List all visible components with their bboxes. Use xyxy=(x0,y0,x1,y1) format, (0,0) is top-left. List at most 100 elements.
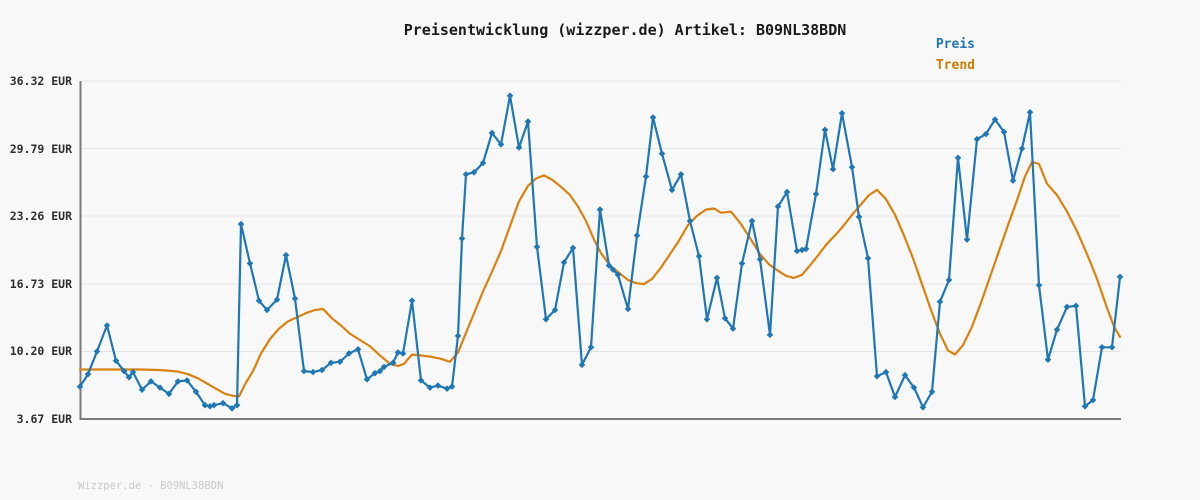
price-point-marker xyxy=(417,377,425,384)
price-point-marker xyxy=(1018,145,1026,152)
price-point-marker xyxy=(255,297,263,304)
price-point-marker xyxy=(354,346,362,353)
price-point-marker xyxy=(578,361,586,369)
price-point-marker xyxy=(954,154,962,162)
price-point-marker xyxy=(713,274,721,282)
price-point-marker xyxy=(1098,343,1106,351)
price-point-marker xyxy=(802,245,810,253)
price-point-marker xyxy=(766,331,774,339)
price-point-marker xyxy=(829,165,837,173)
y-axis-tick-label: 23.26 EUR xyxy=(9,209,72,224)
price-point-marker xyxy=(120,367,128,375)
price-point-marker xyxy=(479,159,487,167)
price-point-marker xyxy=(838,109,846,117)
price-point-marker xyxy=(1081,402,1089,410)
price-point-marker xyxy=(848,163,856,171)
price-point-marker xyxy=(891,393,899,401)
price-point-marker xyxy=(129,368,137,376)
price-point-marker xyxy=(291,295,299,302)
price-point-marker xyxy=(448,383,456,390)
chart-title: Preisentwicklung (wizzper.de) Artikel: B… xyxy=(403,21,847,39)
price-point-marker xyxy=(219,399,227,407)
price-point-marker xyxy=(318,366,326,374)
price-point-marker xyxy=(721,314,729,322)
price-point-marker xyxy=(371,369,379,377)
footer-credit: Wizzper.de - B09NL38BDN xyxy=(78,480,224,492)
price-point-marker xyxy=(973,135,981,143)
price-point-marker xyxy=(273,296,281,303)
price-point-marker xyxy=(945,276,953,284)
price-point-marker xyxy=(1116,273,1124,281)
price-point-marker xyxy=(84,370,92,378)
price-point-marker xyxy=(686,217,694,225)
price-point-marker xyxy=(991,116,999,123)
price-point-marker xyxy=(524,118,532,125)
price-point-marker xyxy=(774,203,782,210)
price-point-marker xyxy=(1026,108,1034,116)
price-point-marker xyxy=(542,316,550,323)
price-point-marker xyxy=(614,271,622,279)
price-point-marker xyxy=(399,350,407,357)
price-point-marker xyxy=(515,144,523,151)
price-point-marker xyxy=(658,150,666,157)
price-point-marker xyxy=(910,384,918,391)
price-point-marker xyxy=(263,306,271,314)
price-point-marker xyxy=(982,130,990,138)
legend-item-trend: Trend xyxy=(935,58,975,73)
price-point-marker xyxy=(783,188,791,196)
price-point-marker xyxy=(551,306,559,314)
price-point-marker xyxy=(793,247,801,255)
price-point-marker xyxy=(394,349,402,356)
price-point-marker xyxy=(748,217,756,225)
price-point-marker xyxy=(488,129,496,137)
price-point-marker xyxy=(309,368,317,376)
price-point-marker xyxy=(376,367,384,375)
price-point-marker xyxy=(882,368,890,376)
price-point-marker xyxy=(112,357,120,365)
price-point-marker xyxy=(609,266,617,273)
price-point-marker xyxy=(506,92,514,100)
price-point-marker xyxy=(821,126,829,134)
price-point-marker xyxy=(192,388,200,396)
y-axis-tick-label: 3.67 EUR xyxy=(16,412,72,426)
price-point-marker xyxy=(695,252,703,260)
price-point-marker xyxy=(812,190,820,198)
price-point-marker xyxy=(855,213,863,221)
price-point-marker xyxy=(642,173,650,180)
price-point-marker xyxy=(1035,281,1043,289)
y-axis-tick-label: 16.73 EUR xyxy=(9,276,72,291)
price-point-marker xyxy=(125,373,133,381)
price-point-marker xyxy=(201,401,209,409)
price-point-marker xyxy=(246,260,254,267)
price-point-marker xyxy=(560,259,568,266)
price-point-marker xyxy=(183,377,191,384)
price-point-marker xyxy=(426,384,434,391)
price-point-marker xyxy=(462,171,470,178)
price-point-marker xyxy=(1044,356,1052,363)
price-point-marker xyxy=(282,251,290,259)
price-point-marker xyxy=(210,401,218,409)
price-point-marker xyxy=(864,254,872,262)
price-line xyxy=(78,94,1122,410)
price-point-marker xyxy=(434,382,442,389)
price-point-marker xyxy=(738,260,746,267)
price-point-marker xyxy=(237,220,245,228)
price-point-marker xyxy=(936,298,944,306)
price-point-marker xyxy=(156,384,164,391)
price-point-marker xyxy=(587,343,595,351)
price-point-marker xyxy=(408,297,416,304)
price-point-marker xyxy=(454,332,462,340)
price-point-marker xyxy=(300,367,308,375)
price-point-marker xyxy=(138,386,146,394)
y-axis-tick-label: 29.79 EUR xyxy=(9,141,72,156)
price-point-marker xyxy=(919,404,927,411)
price-point-marker xyxy=(756,255,764,263)
price-point-marker xyxy=(1009,177,1017,184)
price-point-marker xyxy=(497,141,505,148)
price-point-marker xyxy=(1000,128,1008,136)
price-point-marker xyxy=(1089,396,1097,404)
price-point-marker xyxy=(233,401,241,409)
price-point-marker xyxy=(389,359,397,367)
price-point-marker xyxy=(228,405,236,412)
